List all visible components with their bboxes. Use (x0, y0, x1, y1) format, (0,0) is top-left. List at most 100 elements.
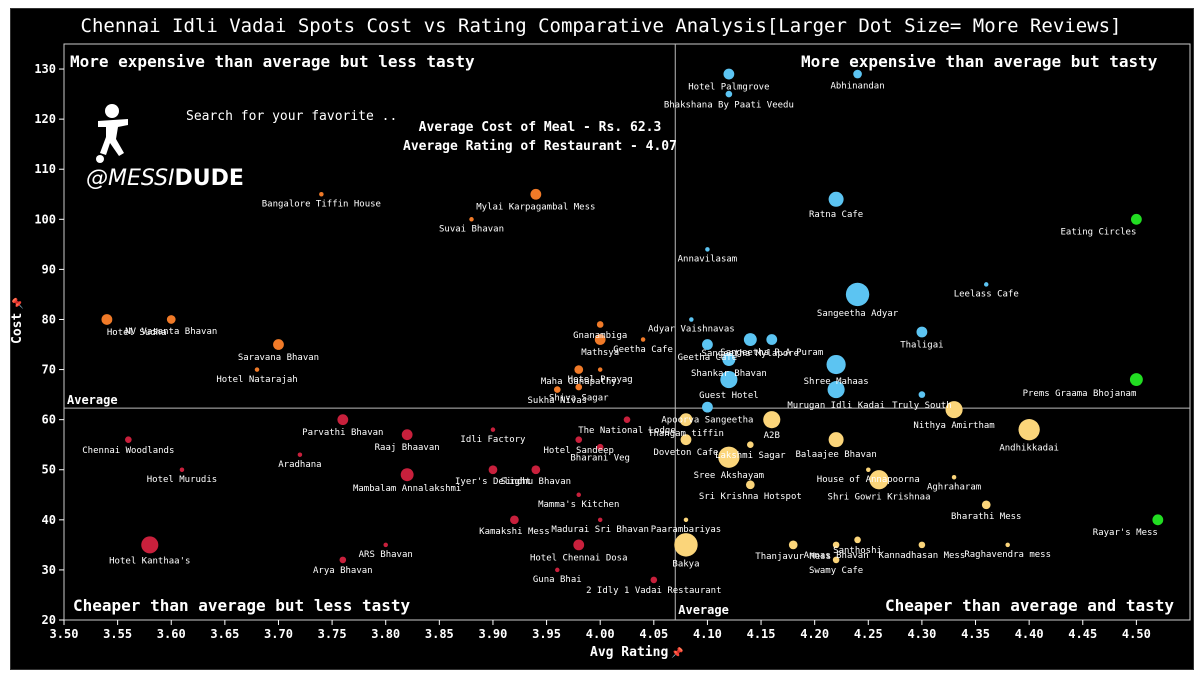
data-point (832, 556, 840, 564)
data-point-label: Sri Krishna Hotspot (699, 492, 802, 502)
data-point-label: Mambalam Annalakshmi (353, 484, 461, 494)
quadrant-label-top-left: More expensive than average but less tas… (70, 52, 475, 71)
data-point (702, 401, 713, 413)
data-point-label: Annavilasam (678, 255, 738, 265)
data-point (722, 353, 736, 366)
x-tick-label: 3.50 (50, 627, 79, 641)
x-tick-label: 4.35 (961, 627, 990, 641)
data-point (179, 467, 185, 472)
data-point (488, 465, 498, 475)
data-point-label: Aradhana (278, 460, 321, 470)
data-point-label: House of Annapoorna (817, 475, 920, 485)
x-tick-label: 4.30 (907, 627, 936, 641)
x-tick-label: 4.15 (747, 627, 776, 641)
x-tick-label: 4.05 (639, 627, 668, 641)
average-rating-line-label: Average (678, 603, 729, 617)
data-point (828, 432, 844, 448)
x-tick-label: 3.65 (210, 627, 239, 641)
quadrant-label-bottom-right: Cheaper than average and tasty (885, 596, 1174, 615)
data-point (689, 317, 694, 322)
y-tick-label: 90 (42, 262, 56, 276)
pin-icon: 📌 (671, 648, 684, 659)
data-point-label: Leelass Cafe (954, 290, 1019, 300)
data-point (1018, 419, 1040, 441)
data-point (718, 446, 740, 468)
messidude-logo (84, 103, 264, 198)
data-point-label: Hotel Natarajah (216, 375, 297, 385)
data-point (531, 465, 541, 475)
x-axis-label: Avg Rating 📌 (590, 645, 684, 660)
data-point (743, 333, 757, 346)
data-point-label: Bharathi Mess (951, 512, 1021, 522)
data-point-label: Rayar's Mess (1093, 528, 1158, 538)
average-cost-line-label: Average (67, 393, 118, 407)
x-tick-label: 4.45 (1068, 627, 1097, 641)
data-point (680, 434, 692, 446)
data-point (745, 480, 755, 490)
x-tick-label: 4.50 (1122, 627, 1151, 641)
average-info: Average Cost of Meal - Rs. 62.3 Average … (390, 118, 690, 156)
data-point (853, 69, 862, 79)
data-point-label: Parvathi Bhavan (302, 428, 383, 438)
data-point (1129, 373, 1143, 387)
data-point (640, 337, 646, 342)
y-tick-label: 100 (34, 212, 56, 226)
data-point (383, 542, 388, 548)
data-point (720, 371, 738, 389)
x-tick-label: 3.75 (318, 627, 347, 641)
chart-title: Chennai Idli Vadai Spots Cost vs Rating … (80, 15, 1122, 37)
y-tick-label: 80 (42, 312, 56, 326)
data-point-label: Doveton Cafe (653, 448, 718, 458)
data-point (945, 401, 963, 419)
x-tick-label: 3.85 (425, 627, 454, 641)
data-point (827, 381, 845, 399)
data-point (575, 383, 583, 391)
data-point (400, 468, 414, 482)
data-point (594, 334, 606, 345)
data-point-label: Guna Bhai (533, 575, 582, 585)
data-point-label: Sangeetha Adyar (817, 309, 899, 319)
data-point-label: Thangam tiffin (648, 429, 724, 439)
data-point (101, 314, 113, 325)
y-tick-label: 40 (42, 513, 56, 527)
data-point (575, 436, 583, 443)
data-point-label: Madurai Sri Bhavan (551, 525, 649, 535)
data-point-label: Hotel Prayag (568, 375, 633, 385)
data-point-label: Bhakshana By Paati Veedu (664, 100, 794, 110)
y-tick-label: 50 (42, 463, 56, 477)
data-point-label: Idli Factory (460, 435, 526, 445)
plot-area (63, 43, 1191, 621)
y-tick-label: 60 (42, 413, 56, 427)
data-point-label: Truly South (892, 401, 952, 411)
data-point-label: Abhinandan (830, 81, 884, 91)
quadrant-label-top-right: More expensive than average but tasty (801, 52, 1158, 71)
data-point-label: Hotel Murudis (147, 475, 217, 485)
data-point-label: Kannadhasan Mess (879, 551, 966, 561)
data-point-label: Andhikkadai (999, 443, 1059, 453)
data-point-label: Annas Bhavan (804, 551, 869, 561)
x-tick-label: 3.60 (157, 627, 186, 641)
data-point-label: Prems Graama Bhojanam (1023, 389, 1137, 399)
data-point-label: Hotel Kanthaa's (109, 556, 190, 566)
data-point (555, 567, 560, 573)
data-point (273, 339, 284, 350)
data-point (845, 282, 870, 307)
data-point-label: Aghraharam (927, 483, 981, 493)
data-point-label: Sree Akshayam (694, 471, 764, 481)
y-tick-label: 120 (34, 112, 56, 126)
x-tick-label: 4.00 (586, 627, 615, 641)
data-point (918, 391, 926, 398)
data-point-label: 2 Idly 1 Vadai Restaurant (586, 586, 721, 596)
data-point-label: Nithya Amirtham (913, 421, 994, 431)
data-point (981, 500, 991, 510)
x-tick-label: 3.55 (103, 627, 132, 641)
x-tick-label: 3.90 (478, 627, 507, 641)
data-point (1152, 514, 1164, 526)
data-point (983, 282, 989, 287)
data-point (674, 533, 698, 557)
x-tick-label: 3.95 (532, 627, 561, 641)
data-point (832, 541, 840, 549)
data-point-label: Thanjavur Mess (755, 552, 831, 562)
average-rating-text: Average Rating of Restaurant - 4.07 (403, 139, 677, 154)
y-tick-label: 20 (42, 613, 56, 627)
